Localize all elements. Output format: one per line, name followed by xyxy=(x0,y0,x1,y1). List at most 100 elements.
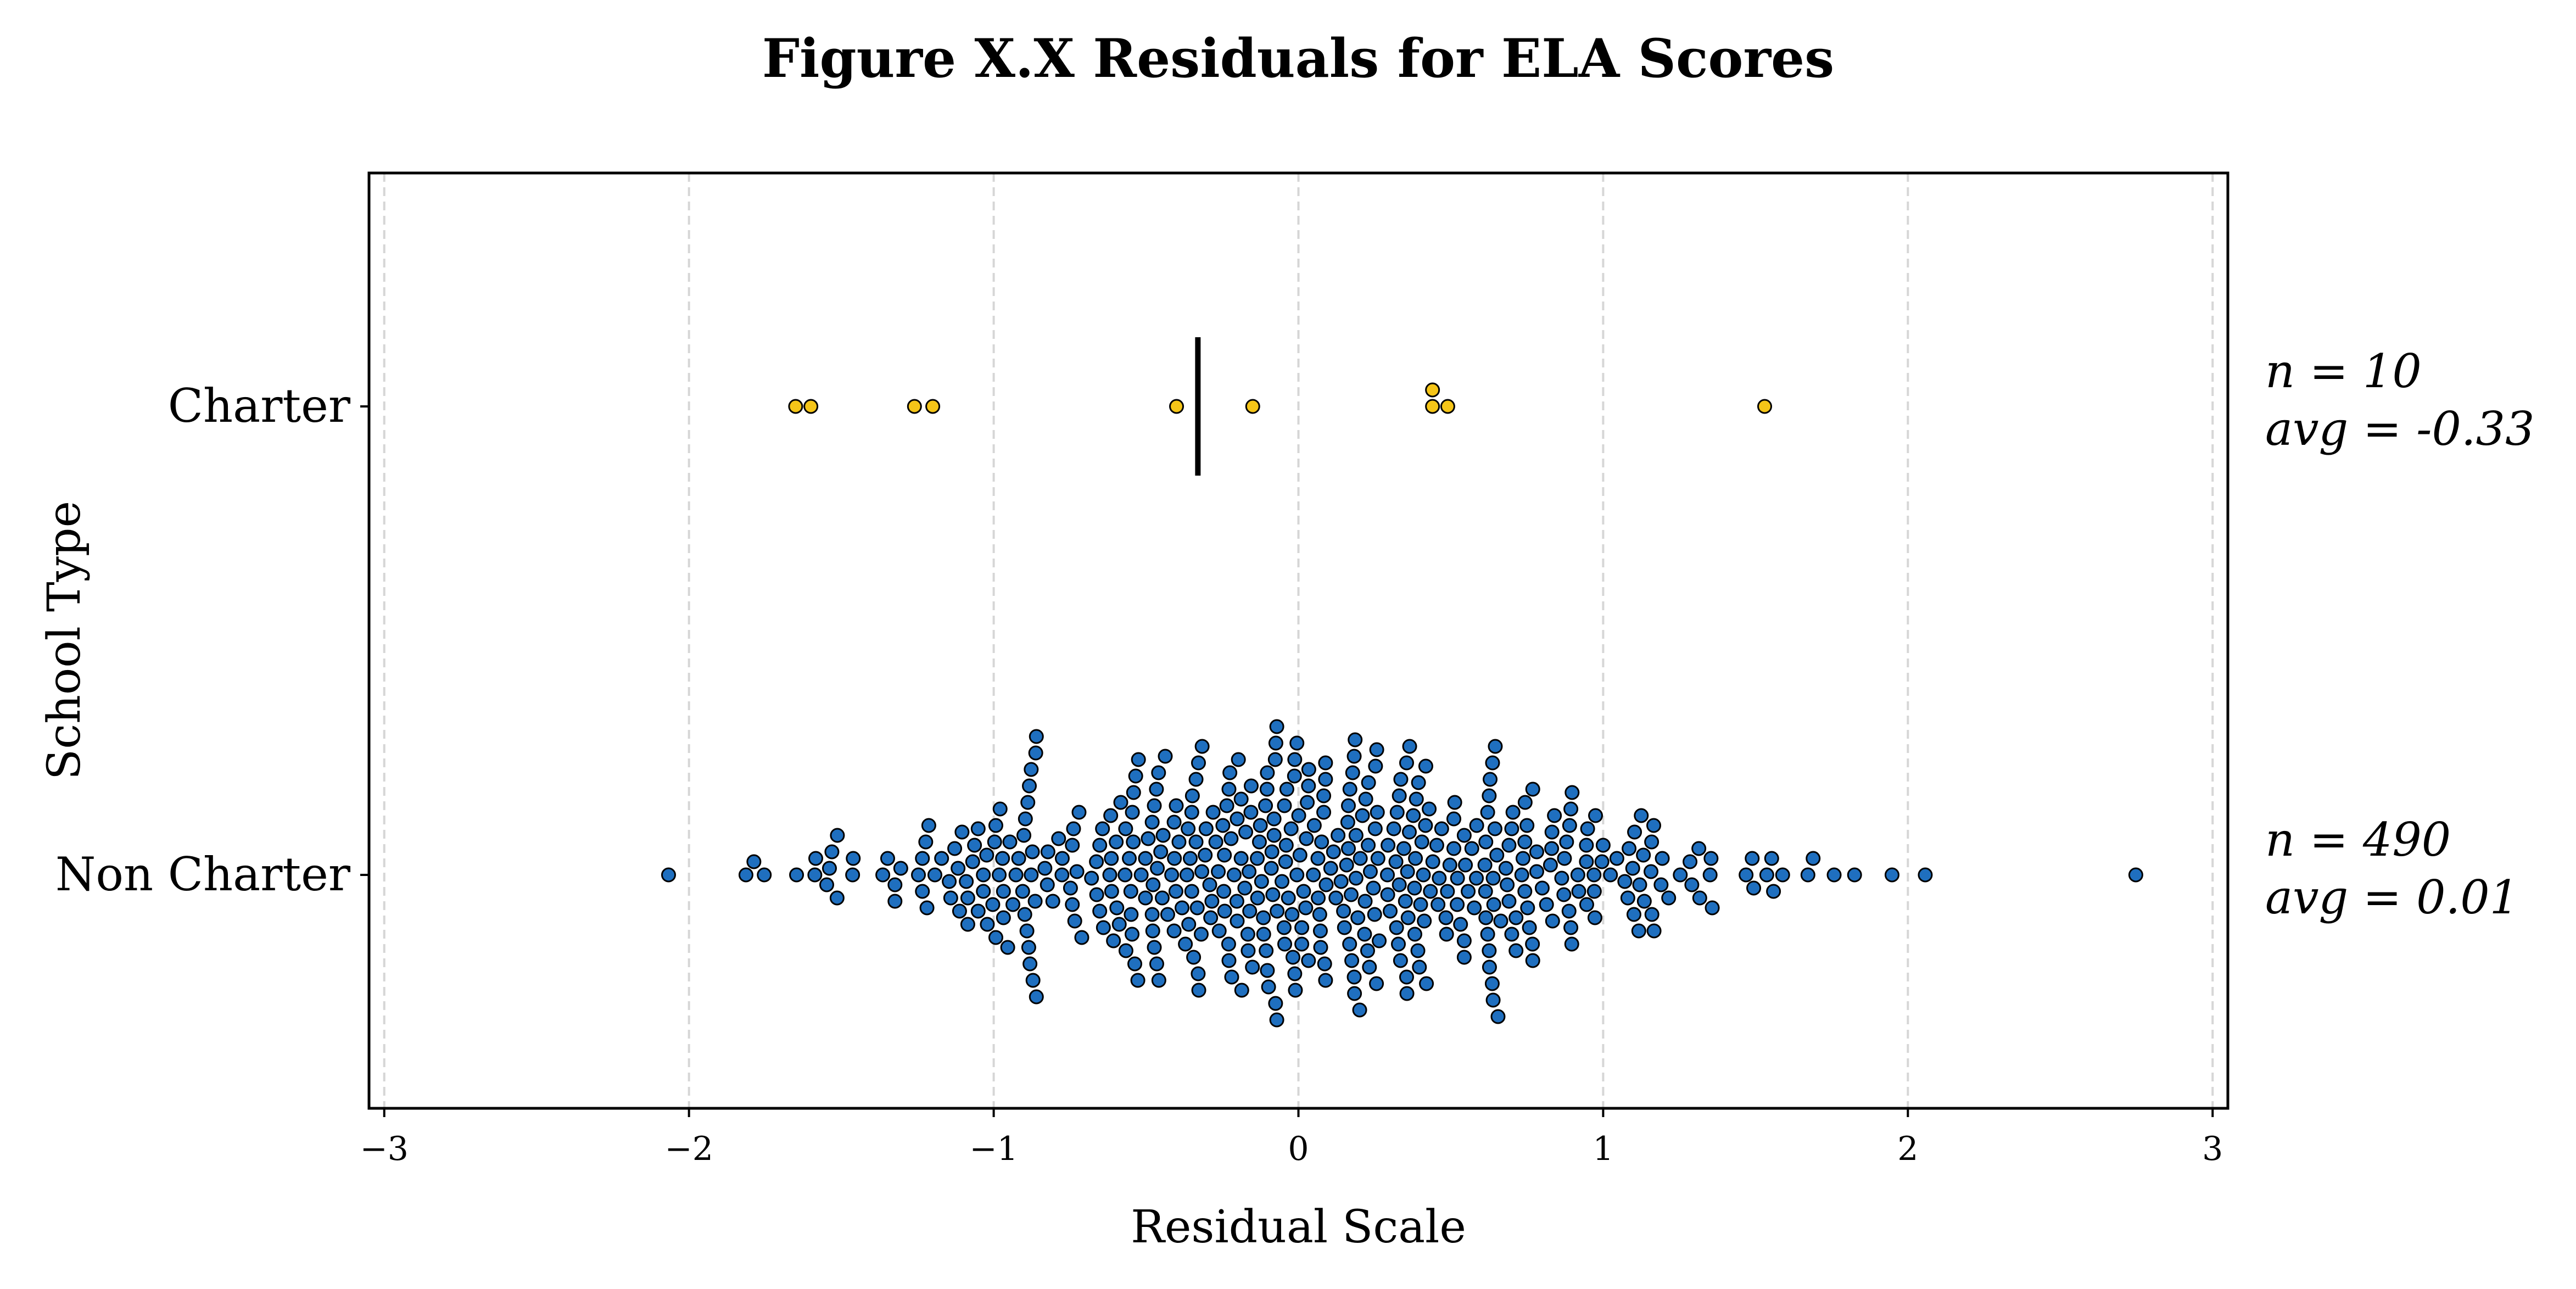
data-point xyxy=(1389,805,1405,820)
data-point xyxy=(1065,838,1080,853)
data-point xyxy=(1217,847,1232,863)
data-point xyxy=(918,834,934,850)
data-point xyxy=(1051,831,1066,846)
data-point xyxy=(1063,880,1078,896)
data-point xyxy=(1775,867,1790,883)
data-point xyxy=(1493,913,1508,929)
data-point xyxy=(1408,851,1423,866)
data-point xyxy=(1684,877,1700,892)
data-point xyxy=(1388,854,1404,869)
data-point xyxy=(1380,867,1395,883)
data-point xyxy=(1326,844,1341,860)
data-point xyxy=(1318,755,1333,771)
data-point xyxy=(1407,927,1422,942)
data-point xyxy=(1634,808,1649,823)
data-point xyxy=(1258,798,1273,813)
data-point xyxy=(1221,953,1237,968)
data-point xyxy=(1089,887,1104,902)
data-point xyxy=(1147,940,1162,955)
data-point xyxy=(1233,851,1249,866)
data-point xyxy=(1311,890,1326,906)
x-tick-label: −1 xyxy=(969,1130,1018,1168)
data-point xyxy=(1461,884,1476,899)
data-point xyxy=(1525,782,1540,797)
data-point xyxy=(1486,897,1501,912)
data-point xyxy=(1178,936,1193,952)
data-point xyxy=(1008,867,1024,883)
data-point xyxy=(1111,917,1127,932)
data-point xyxy=(1759,867,1774,883)
data-point xyxy=(1380,887,1395,902)
data-point xyxy=(1482,943,1497,958)
data-point xyxy=(1029,729,1044,744)
data-point xyxy=(803,399,819,414)
data-point xyxy=(1317,956,1332,972)
data-point xyxy=(1277,798,1292,813)
data-point xyxy=(1505,805,1521,820)
data-point xyxy=(845,867,860,883)
data-point xyxy=(1367,821,1383,836)
data-point xyxy=(1500,877,1515,892)
data-point xyxy=(1434,821,1449,836)
data-point xyxy=(1407,880,1422,896)
data-point xyxy=(1151,765,1166,780)
data-point xyxy=(1478,834,1494,850)
data-point xyxy=(1361,775,1376,790)
data-point xyxy=(1125,805,1140,820)
data-point xyxy=(1318,973,1333,988)
data-point xyxy=(943,890,958,906)
data-point xyxy=(1339,857,1354,873)
data-point xyxy=(1545,913,1560,929)
data-point xyxy=(1300,795,1315,810)
data-point xyxy=(1345,765,1360,780)
data-point xyxy=(1482,788,1497,803)
data-point xyxy=(1413,897,1428,912)
data-point xyxy=(1544,824,1560,840)
data-point xyxy=(1289,735,1305,751)
data-point xyxy=(1559,834,1574,850)
data-point xyxy=(1485,755,1500,771)
data-point xyxy=(1480,805,1495,820)
data-point xyxy=(1745,851,1760,866)
data-point xyxy=(887,877,903,892)
data-point xyxy=(1353,851,1368,866)
data-point xyxy=(1644,864,1659,879)
data-point xyxy=(1425,854,1440,869)
data-point xyxy=(1211,923,1227,939)
data-point xyxy=(1425,382,1440,398)
chart-title: Figure X.X Residuals for ELA Scores xyxy=(762,27,1834,90)
data-point xyxy=(1150,861,1165,876)
data-point xyxy=(1564,785,1580,800)
data-point xyxy=(1131,752,1146,767)
data-point xyxy=(1226,867,1242,883)
data-point xyxy=(1092,903,1108,919)
data-point xyxy=(1109,900,1125,916)
data-point xyxy=(1095,821,1110,836)
data-point xyxy=(1291,808,1306,823)
data-point xyxy=(1242,903,1258,919)
data-point xyxy=(1368,758,1383,774)
data-point xyxy=(1000,940,1015,955)
data-point xyxy=(1269,1012,1284,1028)
data-point xyxy=(1265,887,1281,902)
data-point xyxy=(1219,798,1234,813)
data-point xyxy=(1587,910,1602,925)
data-point xyxy=(1149,956,1164,972)
data-point xyxy=(1515,851,1530,866)
data-point xyxy=(1104,851,1119,866)
data-point xyxy=(1283,821,1299,836)
data-point xyxy=(757,867,772,883)
data-point xyxy=(1383,903,1398,919)
data-point xyxy=(1446,811,1462,827)
data-point xyxy=(1301,953,1316,968)
data-point xyxy=(1266,811,1282,827)
data-point xyxy=(1194,739,1210,754)
data-point xyxy=(1215,818,1231,833)
data-point xyxy=(1181,821,1196,836)
data-point xyxy=(824,844,840,860)
data-point xyxy=(1636,894,1652,909)
data-point xyxy=(1392,788,1407,803)
data-point xyxy=(1127,956,1143,972)
data-point xyxy=(967,838,982,853)
